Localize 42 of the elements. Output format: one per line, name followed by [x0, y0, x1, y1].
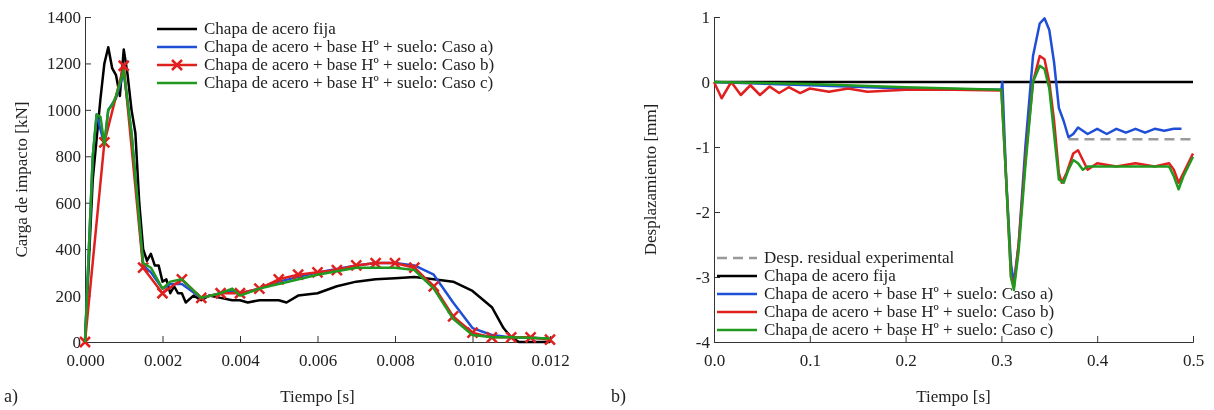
x-tick-label: 0.0 — [703, 351, 726, 371]
y-tick-label: 800 — [55, 147, 81, 167]
y-tick-label: 0 — [72, 332, 81, 352]
legend-label: Chapa de acero + base Hº + suelo: Caso b) — [204, 55, 495, 74]
y-tick-label: 400 — [55, 240, 81, 260]
x-tick-label: 0.000 — [66, 351, 105, 371]
y-tick-label: 1200 — [47, 54, 81, 74]
x-tick-label: 0.002 — [143, 351, 183, 371]
legend-label: Chapa de acero + base Hº + suelo: Caso c) — [764, 320, 1054, 339]
x-tick-label: 0.004 — [221, 351, 261, 371]
x-tick-label: 0.2 — [895, 351, 917, 371]
y-tick-label: -2 — [695, 202, 710, 222]
x-axis-title: Tiempo [s] — [280, 387, 355, 406]
legend-label: Chapa de acero + base Hº + suelo: Caso b) — [764, 302, 1055, 321]
legend-label: Chapa de acero + base Hº + suelo: Caso a) — [204, 37, 494, 56]
x-tick-label: 0.1 — [799, 351, 821, 371]
y-tick-label: -4 — [695, 332, 711, 352]
y-tick-label: 600 — [55, 193, 81, 213]
y-axis-title: Carga de impacto [kN] — [12, 101, 31, 258]
x-tick-label: 0.4 — [1087, 351, 1109, 371]
x-tick-label: 0.5 — [1182, 351, 1205, 371]
x-tick-label: 0.3 — [991, 351, 1013, 371]
y-tick-label: 1000 — [47, 100, 81, 120]
legend-label: Chapa de acero + base Hº + suelo: Caso a) — [764, 284, 1054, 303]
legend-label: Chapa de acero + base Hº + suelo: Caso c) — [204, 73, 494, 92]
x-tick-label: 0.012 — [531, 351, 570, 371]
y-axis-title: Desplazamiento [mm] — [641, 103, 660, 256]
y-tick-label: 0 — [701, 72, 710, 92]
x-axis-title: Tiempo [s] — [916, 387, 991, 406]
text: a) — [4, 386, 18, 407]
text: b) — [611, 386, 626, 407]
x-tick-label: 0.010 — [453, 351, 493, 371]
y-tick-label: 1400 — [47, 7, 81, 27]
x-tick-label: 0.008 — [376, 351, 415, 371]
y-tick-label: 200 — [55, 286, 81, 306]
y-tick-label: 1 — [701, 7, 710, 27]
legend-label: Chapa de acero fija — [204, 19, 337, 38]
legend-label: Desp. residual experimental — [764, 248, 955, 267]
x-tick-label: 0.006 — [298, 351, 338, 371]
y-tick-label: -3 — [695, 267, 710, 287]
legend-label: Chapa de acero fija — [764, 266, 897, 285]
y-tick-label: -1 — [695, 137, 710, 157]
